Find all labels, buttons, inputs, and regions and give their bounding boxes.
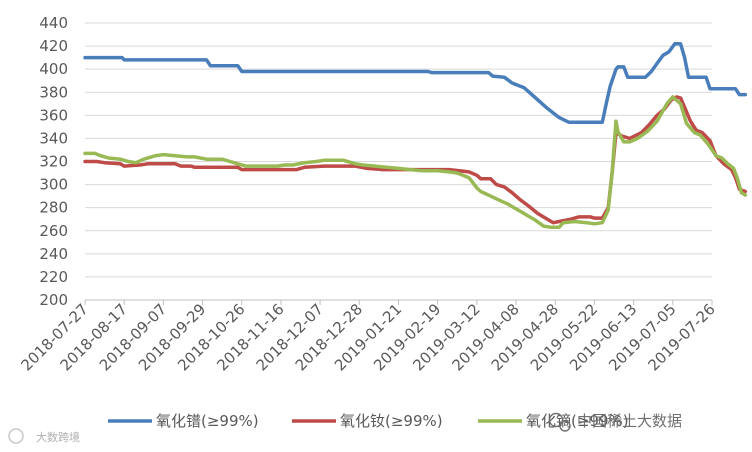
source-watermark-text: 中国稀土大数据 [577,412,682,430]
y-tick-label: 360 [39,106,68,124]
y-tick-label: 300 [39,176,68,194]
series-lines [83,42,748,230]
x-axis [84,299,713,305]
corner-logo-text: 大数跨境 [36,430,80,444]
series-line-2 [83,95,748,225]
y-tick-label: 280 [39,199,68,217]
y-tick-label: 440 [39,14,68,32]
y-tick-label: 420 [39,37,68,55]
series-line-1 [83,42,748,125]
legend-label: 氧化钕(≥99%) [340,412,443,430]
wechat-icon [548,412,571,432]
x-axis-tick-labels: 2018-07-272018-08-172018-09-072018-09-29… [17,300,718,374]
y-axis-tick-labels: 200 220 240 260 280 300 320 340 360 380 400 420 440 [39,14,68,309]
series-line-3 [83,95,748,230]
y-tick-label: 400 [39,60,68,78]
y-tick-label: 220 [39,268,68,286]
y-tick-label: 380 [39,83,68,101]
legend: 氧化镨(≥99%) 氧化钕(≥99%) 氧化镝(≥99%) [108,412,629,430]
corner-logo-icon [8,428,24,444]
watermark: 中国稀土大数据 大数跨境 [8,412,682,444]
legend-label: 氧化镨(≥99%) [156,412,259,430]
y-tick-label: 340 [39,129,68,147]
y-tick-label: 320 [39,153,68,171]
y-tick-label: 240 [39,245,68,263]
y-tick-label: 200 [39,291,68,309]
gridlines [85,22,712,278]
y-tick-label: 260 [39,222,68,240]
